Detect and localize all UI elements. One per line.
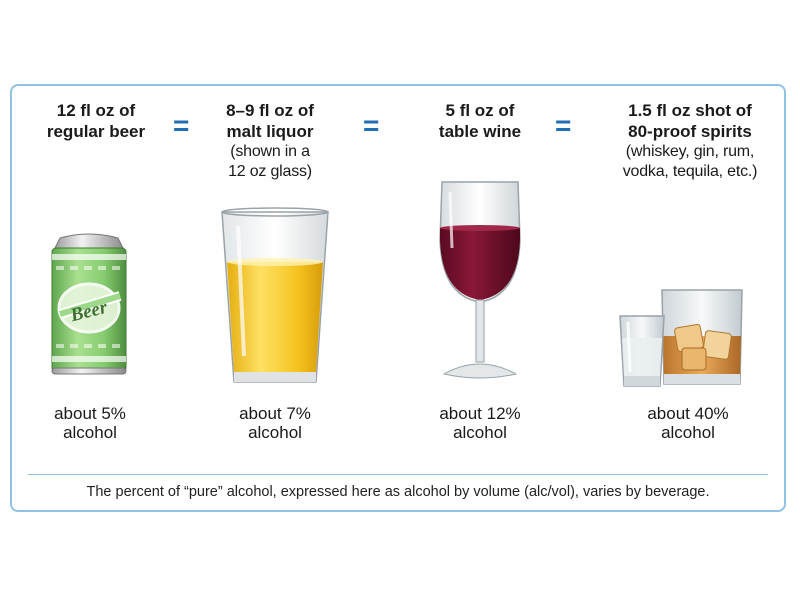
wine-glass-icon (439, 181, 521, 379)
malt-note-line2: 12 oz glass) (228, 163, 312, 180)
spirits-percent: about 40% alcohol (628, 404, 748, 442)
beer-heading-line2: regular beer (46, 122, 146, 141)
malt-percent: about 7% alcohol (215, 404, 335, 442)
infographic-frame (10, 84, 786, 512)
column-wine: 5 fl oz of table wine (410, 100, 550, 142)
malt-note-line1: (shown in a (230, 143, 310, 160)
column-beer: 12 fl oz of regular beer (26, 100, 166, 142)
spirits-heading-line2: 80-proof spirits (628, 122, 752, 141)
beer-percent-unit: alcohol (63, 423, 117, 442)
equals-sign-3: = (555, 110, 572, 141)
wine-heading-line2: table wine (438, 122, 522, 141)
spirits-note-line2: vodka, tequila, etc.) (622, 163, 758, 180)
beer-can-icon (51, 233, 127, 375)
beer-percent: about 5% alcohol (30, 404, 150, 442)
wine-percent: about 12% alcohol (420, 404, 540, 442)
equals-sign-1: = (173, 110, 190, 141)
malt-percent-value: about 7% (239, 404, 311, 423)
spirits-percent-value: about 40% (647, 404, 729, 423)
spirits-percent-unit: alcohol (661, 423, 715, 442)
beer-heading-line1: 12 fl oz of (56, 101, 136, 120)
malt-heading-line1: 8–9 fl oz of (226, 101, 314, 120)
wine-percent-unit: alcohol (453, 423, 507, 442)
spirits-note-line1: (whiskey, gin, rum, (625, 143, 755, 160)
beer-percent-value: about 5% (54, 404, 126, 423)
footnote-text: The percent of “pure” alcohol, expressed… (86, 484, 710, 500)
malt-percent-unit: alcohol (248, 423, 302, 442)
spirits-glasses-icon (619, 289, 743, 387)
equals-sign-2: = (363, 110, 380, 141)
footnote-divider (28, 474, 768, 475)
column-malt-liquor: 8–9 fl oz of malt liquor (shown in a 12 … (200, 100, 340, 182)
spirits-heading-line1: 1.5 fl oz shot of (628, 101, 752, 120)
wine-heading-line1: 5 fl oz of (445, 101, 515, 120)
wine-percent-value: about 12% (439, 404, 521, 423)
column-spirits: 1.5 fl oz shot of 80-proof spirits (whis… (600, 100, 780, 182)
pint-glass-icon (221, 207, 329, 383)
malt-heading-line2: malt liquor (226, 122, 314, 141)
